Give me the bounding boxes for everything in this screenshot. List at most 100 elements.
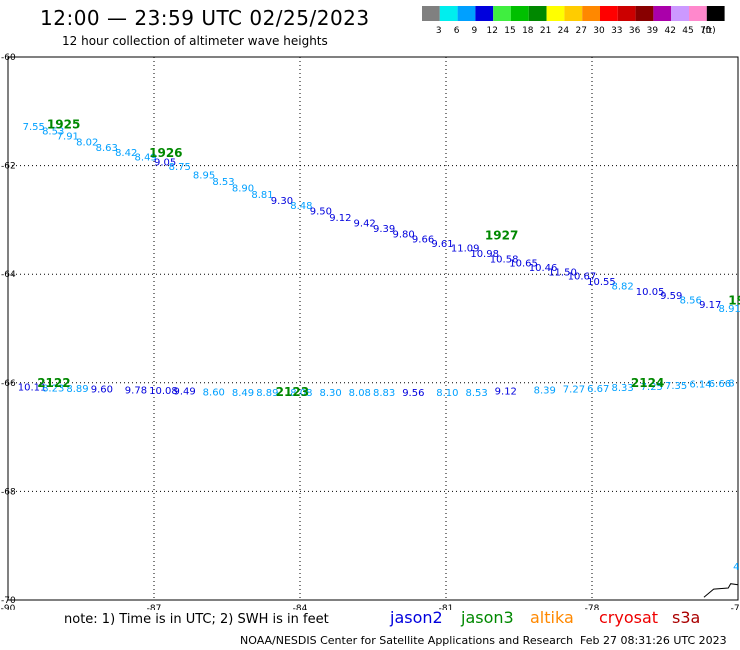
color-swatch	[493, 6, 511, 21]
color-scale-label: 70	[700, 26, 712, 36]
wave-height-value: 6.67	[587, 384, 609, 395]
satellite-track: 10.118.23 8.89 9.60 9.78 10.089.49 8.60 8.49 8.…	[18, 376, 735, 399]
wave-height-value: 8.53	[465, 388, 487, 399]
wave-height-value: 7.25	[641, 382, 663, 393]
legend-jason2: jason2	[390, 608, 443, 627]
color-scale-unit: (ft)	[702, 26, 716, 36]
credit-line: NOAA/NESDIS Center for Satellite Applica…	[240, 634, 574, 647]
color-swatch	[546, 6, 565, 21]
wave-height-value: 11.09	[451, 243, 480, 254]
wave-height-value: 8.81	[251, 190, 273, 201]
wave-height-value: 9.30	[271, 196, 293, 207]
pass-time-label: 1927	[485, 228, 518, 242]
color-swatch	[689, 6, 707, 21]
wave-height-value: 11.50	[548, 267, 577, 278]
lon-tick-label: -78	[585, 604, 600, 610]
lat-tick-label: -70	[1, 596, 16, 606]
lat-tick-label: -68	[1, 487, 16, 497]
color-scale-label: 9	[472, 26, 478, 36]
color-scale-label: 27	[575, 26, 586, 36]
color-scale-label: 30	[593, 26, 605, 36]
wave-height-value: 6.14	[689, 380, 711, 391]
legend-altika: altika	[530, 608, 574, 627]
lon-tick-label: -90	[1, 604, 16, 610]
wave-height-value: 9.12	[329, 213, 351, 224]
wave-height-value: 8.08	[349, 388, 371, 399]
color-swatch	[635, 6, 654, 21]
wave-height-value: 10.11	[18, 382, 47, 393]
wave-height-value: 8.89	[66, 384, 88, 395]
wave-height-value: 10.98	[470, 249, 499, 260]
color-scale-label: 21	[540, 26, 551, 36]
lat-tick-label: -66	[1, 379, 16, 389]
wave-height-value: 10.08	[149, 386, 178, 397]
wave-height-value: 9.42	[354, 218, 376, 229]
color-scale-label: 45	[682, 26, 693, 36]
wave-height-map[interactable]: -90 -87 -84 -81 -78 -75 -60 -62 -64 -66 -68 -70 7.55…	[0, 0, 740, 610]
page-title: 12:00 — 23:59 UTC 02/25/2023	[40, 6, 370, 30]
wave-height-value: 8.83	[373, 388, 395, 399]
legend-cryosat: cryosat	[599, 608, 659, 627]
wave-height-value: 9.80	[392, 229, 414, 240]
wave-height-value: 8.91	[719, 304, 740, 315]
wave-height-value: 6.66	[709, 379, 731, 390]
color-swatch	[564, 6, 583, 21]
color-scale-label: 12	[486, 26, 497, 36]
wave-height-value: 8.49	[232, 388, 254, 399]
color-swatch	[653, 6, 672, 21]
color-swatch	[617, 6, 636, 21]
wave-height-value: 10.65	[509, 259, 538, 270]
wave-height-value: 8.82	[611, 281, 633, 292]
wave-height-value: 8.63	[96, 143, 118, 154]
lon-tick-label: -84	[293, 604, 308, 610]
wave-height-value: 8.89	[256, 388, 278, 399]
wave-height-value: 8.23	[42, 383, 64, 394]
pass-time-label: 1925	[47, 118, 80, 132]
generation-timestamp: Feb 27 08:31:26 UTC 2023	[580, 634, 727, 647]
footer-note: note: 1) Time is in UTC; 2) SWH is in fe…	[64, 612, 329, 627]
color-swatch	[439, 6, 458, 21]
lat-tick-label: -62	[1, 162, 16, 172]
color-swatch	[600, 6, 618, 21]
wave-height-value: 9.39	[373, 224, 395, 235]
lon-tick-label: -87	[147, 604, 162, 610]
wave-height-value: 7.27	[563, 385, 585, 396]
wave-height-value: 8.39	[534, 386, 556, 397]
wave-height-value: 8.42	[115, 148, 137, 159]
color-swatch	[671, 6, 689, 21]
lat-tick-label: -60	[1, 53, 16, 63]
wave-height-value: 8.33	[611, 383, 633, 394]
color-scale-label: 39	[647, 26, 659, 36]
pass-time-label: 2124	[631, 376, 664, 390]
color-swatch	[457, 6, 476, 21]
page-subtitle: 12 hour collection of altimeter wave hei…	[62, 34, 328, 48]
wave-height-value: 9.61	[431, 239, 453, 250]
color-swatch	[706, 6, 725, 21]
color-swatch	[528, 6, 547, 21]
color-scale-label: 18	[522, 26, 534, 36]
color-swatch	[422, 6, 440, 21]
color-swatch	[475, 6, 494, 21]
wave-height-value: 7.55	[23, 122, 45, 133]
coastline	[703, 583, 739, 598]
wave-height-value: 8.48	[290, 201, 312, 212]
color-scale-bar: 3 6 9 12 15 18 21 24 27 30 33 36 39 42 45 70(ft)	[422, 6, 725, 36]
wave-height-value: 9.12	[495, 387, 517, 398]
wave-height-value: 8.75	[169, 162, 191, 173]
wave-height-value: 9.05	[154, 158, 176, 169]
pass-time-label: 19	[728, 294, 740, 308]
color-scale-label: 6	[454, 26, 460, 36]
wave-height-value: 10.05	[636, 287, 665, 298]
wave-height-value: 9.17	[699, 300, 721, 311]
lon-tick-label: -81	[439, 604, 454, 610]
wave-height-value: 8.56	[680, 296, 702, 307]
wave-height-value: 10.55	[587, 277, 616, 288]
wave-height-value: 9.50	[310, 206, 332, 217]
wave-height-value: 9.78	[125, 386, 147, 397]
wave-height-value: 10.46	[529, 263, 558, 274]
wave-height-value: 10.58	[490, 254, 519, 265]
map-frame	[7, 56, 739, 601]
wave-height-value: 9.60	[91, 385, 113, 396]
wave-height-value: 9.66	[412, 235, 434, 246]
lon-tick-label: -75	[731, 604, 740, 610]
